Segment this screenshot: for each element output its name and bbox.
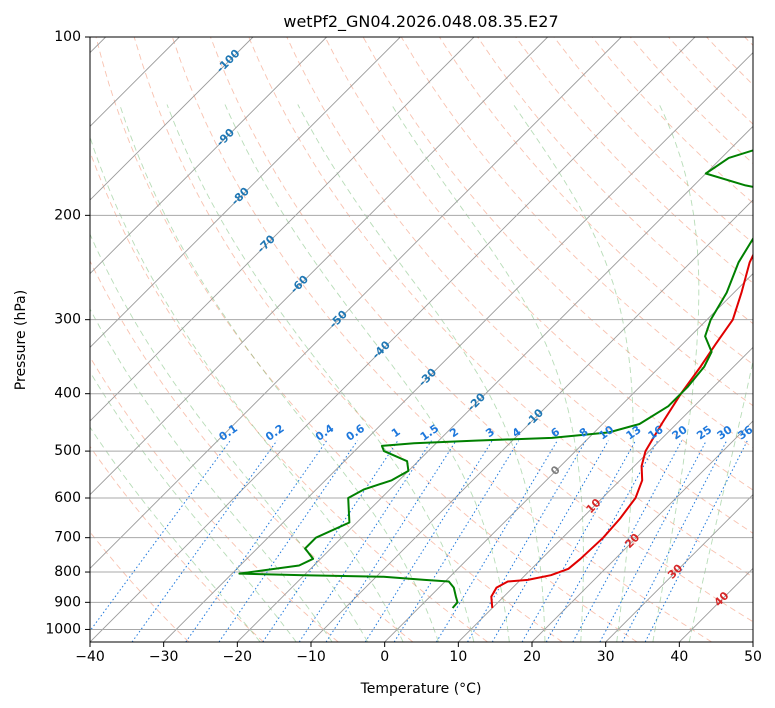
isotherm-line xyxy=(237,125,753,642)
dry-adiabat xyxy=(90,356,339,642)
x-tick-label: 0 xyxy=(380,649,389,665)
moist-adiabat xyxy=(297,104,546,642)
plot-frame xyxy=(89,36,754,643)
isotherm-line xyxy=(90,37,548,496)
isotherm-line xyxy=(90,37,622,569)
x-tick-label: 50 xyxy=(744,649,762,665)
mixing-ratio-line xyxy=(90,440,231,632)
y-axis-label: Pressure (hPa) xyxy=(13,290,29,390)
x-axis: −40 −30 −20 −10 0 10 20 30 40 50 xyxy=(75,642,762,665)
x-tick-label: 30 xyxy=(597,649,615,665)
moist-adiabat xyxy=(90,233,369,642)
moist-adiabat xyxy=(391,104,584,642)
mixing-ratio-line xyxy=(644,440,748,642)
dry-adiabat xyxy=(133,37,638,642)
plot-background xyxy=(90,37,753,642)
y-tick-label: 500 xyxy=(54,443,81,459)
isotherm-line xyxy=(90,37,254,201)
isotherm-line xyxy=(605,494,753,642)
y-tick-label: 1000 xyxy=(45,621,81,637)
y-tick-label: 900 xyxy=(54,594,81,610)
mixing-ratio-line xyxy=(262,440,399,642)
isotherm-line xyxy=(90,37,696,642)
isotherm-line xyxy=(310,199,753,642)
mixing-ratio-line xyxy=(185,440,328,642)
x-tick-label: 40 xyxy=(670,649,688,665)
isotherm-line xyxy=(458,346,753,642)
x-axis-label: Temperature (°C) xyxy=(360,681,482,697)
x-tick-label: −20 xyxy=(223,649,253,665)
isotherm-line xyxy=(531,420,753,642)
moist-adiabat xyxy=(513,104,634,642)
dry-adiabat xyxy=(515,37,753,284)
isotherm-line xyxy=(90,37,327,275)
mixing-ratio-line xyxy=(218,440,358,642)
mixing-ratio-line xyxy=(131,440,278,642)
moist-adiabat xyxy=(90,426,261,642)
mixing-ratio-line xyxy=(393,440,520,642)
y-axis: 100 200 300 400 500 600 700 800 900 1000 xyxy=(45,29,90,637)
y-tick-label: 700 xyxy=(54,530,81,546)
moist-adiabat xyxy=(119,104,439,642)
dry-adiabat xyxy=(90,445,264,642)
moist-adiabat xyxy=(688,359,753,642)
x-tick-label: −40 xyxy=(75,649,105,665)
mixing-ratio-line xyxy=(491,440,609,642)
dewpoint-line xyxy=(238,149,753,609)
moist-adiabat xyxy=(90,135,404,642)
mixing-ratio-line xyxy=(467,440,587,642)
y-tick-label: 100 xyxy=(54,29,81,45)
dry-adiabat xyxy=(248,37,753,578)
mixing-ratio-line xyxy=(298,440,432,642)
moist-adiabat xyxy=(652,104,700,642)
background-lines xyxy=(90,37,753,642)
chart-title: wetPf2_GN04.2026.048.08.35.E27 xyxy=(283,12,558,32)
moist-adiabat xyxy=(166,104,475,642)
y-tick-label: 600 xyxy=(54,490,81,506)
y-tick-label: 800 xyxy=(54,564,81,580)
isotherm-line xyxy=(384,273,753,642)
mixing-ratio-line xyxy=(435,440,558,642)
mixing-ratio-line xyxy=(521,440,637,642)
dry-adiabat xyxy=(90,259,414,642)
y-tick-label: 300 xyxy=(54,312,81,328)
x-tick-label: −30 xyxy=(149,649,179,665)
isotherm-line xyxy=(752,641,753,642)
mixing-ratio-line xyxy=(621,440,728,642)
dry-adiabat xyxy=(210,37,753,623)
isotherm-line xyxy=(90,37,401,348)
temperature-line xyxy=(490,253,753,609)
moist-adiabat xyxy=(224,104,510,642)
profile-lines xyxy=(238,149,753,609)
x-tick-label: 10 xyxy=(449,649,467,665)
isotherm-line xyxy=(163,52,753,642)
dry-adiabat xyxy=(324,37,753,491)
isotherm-line xyxy=(90,37,475,422)
dry-adiabat xyxy=(286,37,753,534)
moist-adiabat xyxy=(90,370,297,642)
dry-adiabat xyxy=(95,37,563,642)
y-tick-label: 400 xyxy=(54,386,81,402)
x-tick-label: 20 xyxy=(523,649,541,665)
x-tick-label: −10 xyxy=(296,649,326,665)
y-tick-label: 200 xyxy=(54,207,81,223)
dry-adiabat xyxy=(171,37,712,642)
